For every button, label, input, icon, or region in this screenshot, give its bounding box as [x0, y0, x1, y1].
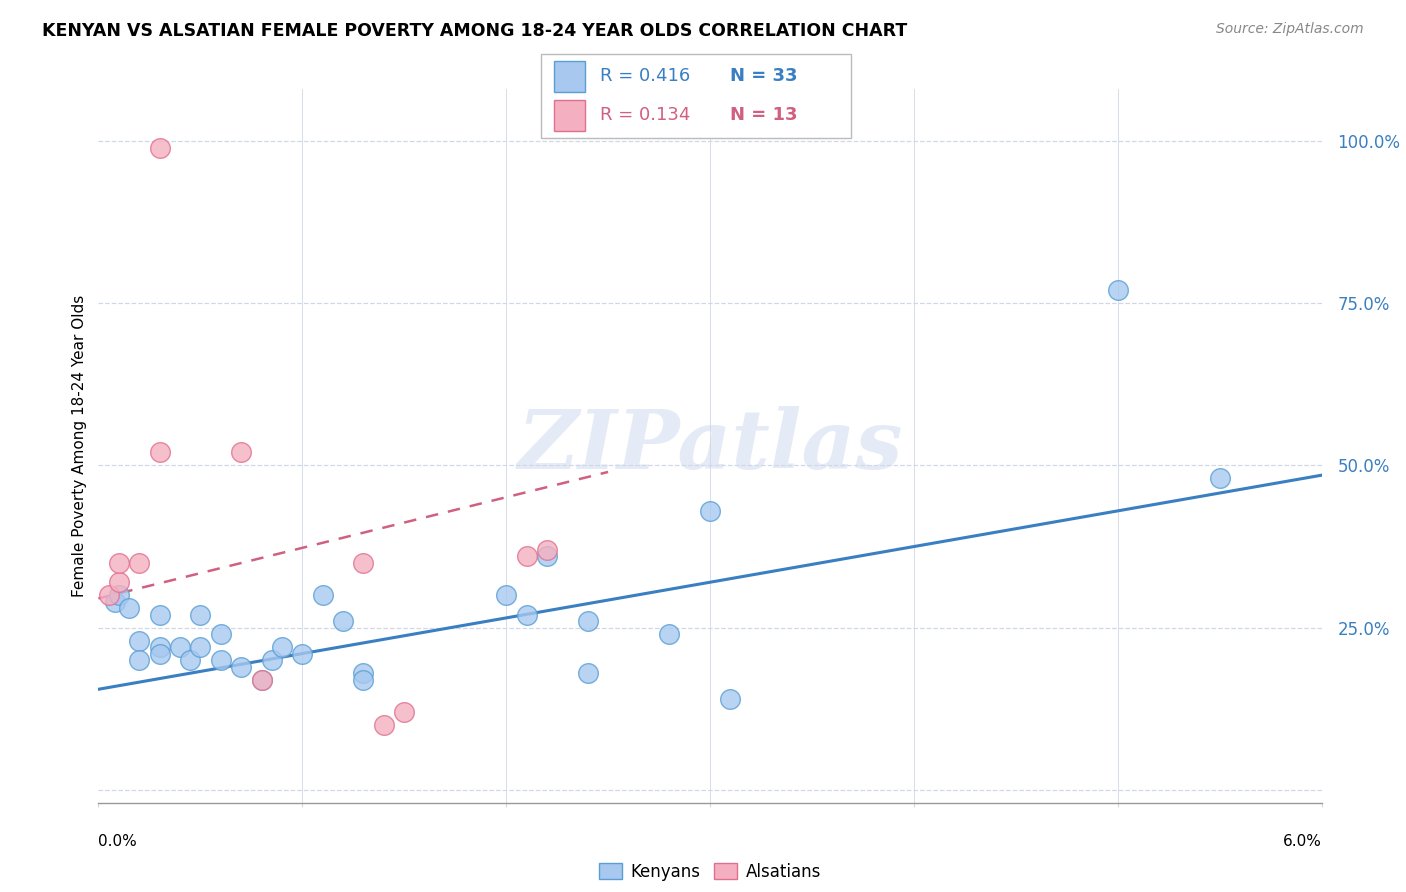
- Text: R = 0.416: R = 0.416: [600, 68, 690, 86]
- Text: KENYAN VS ALSATIAN FEMALE POVERTY AMONG 18-24 YEAR OLDS CORRELATION CHART: KENYAN VS ALSATIAN FEMALE POVERTY AMONG …: [42, 22, 907, 40]
- Point: [104, 595, 127, 609]
- Point: [169, 640, 191, 654]
- Text: R = 0.134: R = 0.134: [600, 106, 690, 124]
- Point: [250, 673, 273, 687]
- Point: [1208, 471, 1232, 485]
- Point: [108, 575, 131, 590]
- Point: [352, 673, 374, 687]
- Point: [260, 653, 283, 667]
- Point: [373, 718, 395, 732]
- Point: [97, 588, 120, 602]
- Point: [231, 445, 253, 459]
- Point: [332, 614, 354, 628]
- Point: [128, 556, 150, 570]
- Point: [270, 640, 292, 654]
- Point: [352, 666, 374, 681]
- Point: [311, 588, 335, 602]
- Text: 6.0%: 6.0%: [1282, 834, 1322, 849]
- Point: [188, 640, 212, 654]
- Point: [536, 549, 558, 564]
- Point: [108, 556, 131, 570]
- Legend: Kenyans, Alsatians: Kenyans, Alsatians: [592, 856, 828, 888]
- Point: [576, 666, 599, 681]
- Point: [516, 549, 538, 564]
- Point: [536, 542, 558, 557]
- Point: [392, 705, 416, 719]
- Point: [209, 653, 232, 667]
- Point: [149, 445, 172, 459]
- Point: [352, 556, 374, 570]
- Point: [250, 673, 273, 687]
- Point: [188, 607, 212, 622]
- Text: N = 33: N = 33: [730, 68, 797, 86]
- Point: [576, 614, 599, 628]
- Point: [1107, 283, 1129, 297]
- Point: [718, 692, 742, 706]
- FancyBboxPatch shape: [554, 62, 585, 92]
- Point: [231, 659, 253, 673]
- Text: N = 13: N = 13: [730, 106, 797, 124]
- Text: ZIPatlas: ZIPatlas: [517, 406, 903, 486]
- Point: [128, 633, 150, 648]
- Text: 0.0%: 0.0%: [98, 834, 138, 849]
- Point: [658, 627, 681, 641]
- Y-axis label: Female Poverty Among 18-24 Year Olds: Female Poverty Among 18-24 Year Olds: [72, 295, 87, 597]
- Point: [128, 653, 150, 667]
- Point: [291, 647, 314, 661]
- Point: [495, 588, 517, 602]
- Point: [149, 607, 172, 622]
- Point: [516, 607, 538, 622]
- Point: [149, 140, 172, 154]
- Point: [149, 640, 172, 654]
- Point: [108, 588, 131, 602]
- Point: [179, 653, 201, 667]
- FancyBboxPatch shape: [554, 100, 585, 130]
- FancyBboxPatch shape: [541, 54, 851, 138]
- Point: [699, 504, 721, 518]
- Point: [149, 647, 172, 661]
- Point: [118, 601, 141, 615]
- Point: [209, 627, 232, 641]
- Text: Source: ZipAtlas.com: Source: ZipAtlas.com: [1216, 22, 1364, 37]
